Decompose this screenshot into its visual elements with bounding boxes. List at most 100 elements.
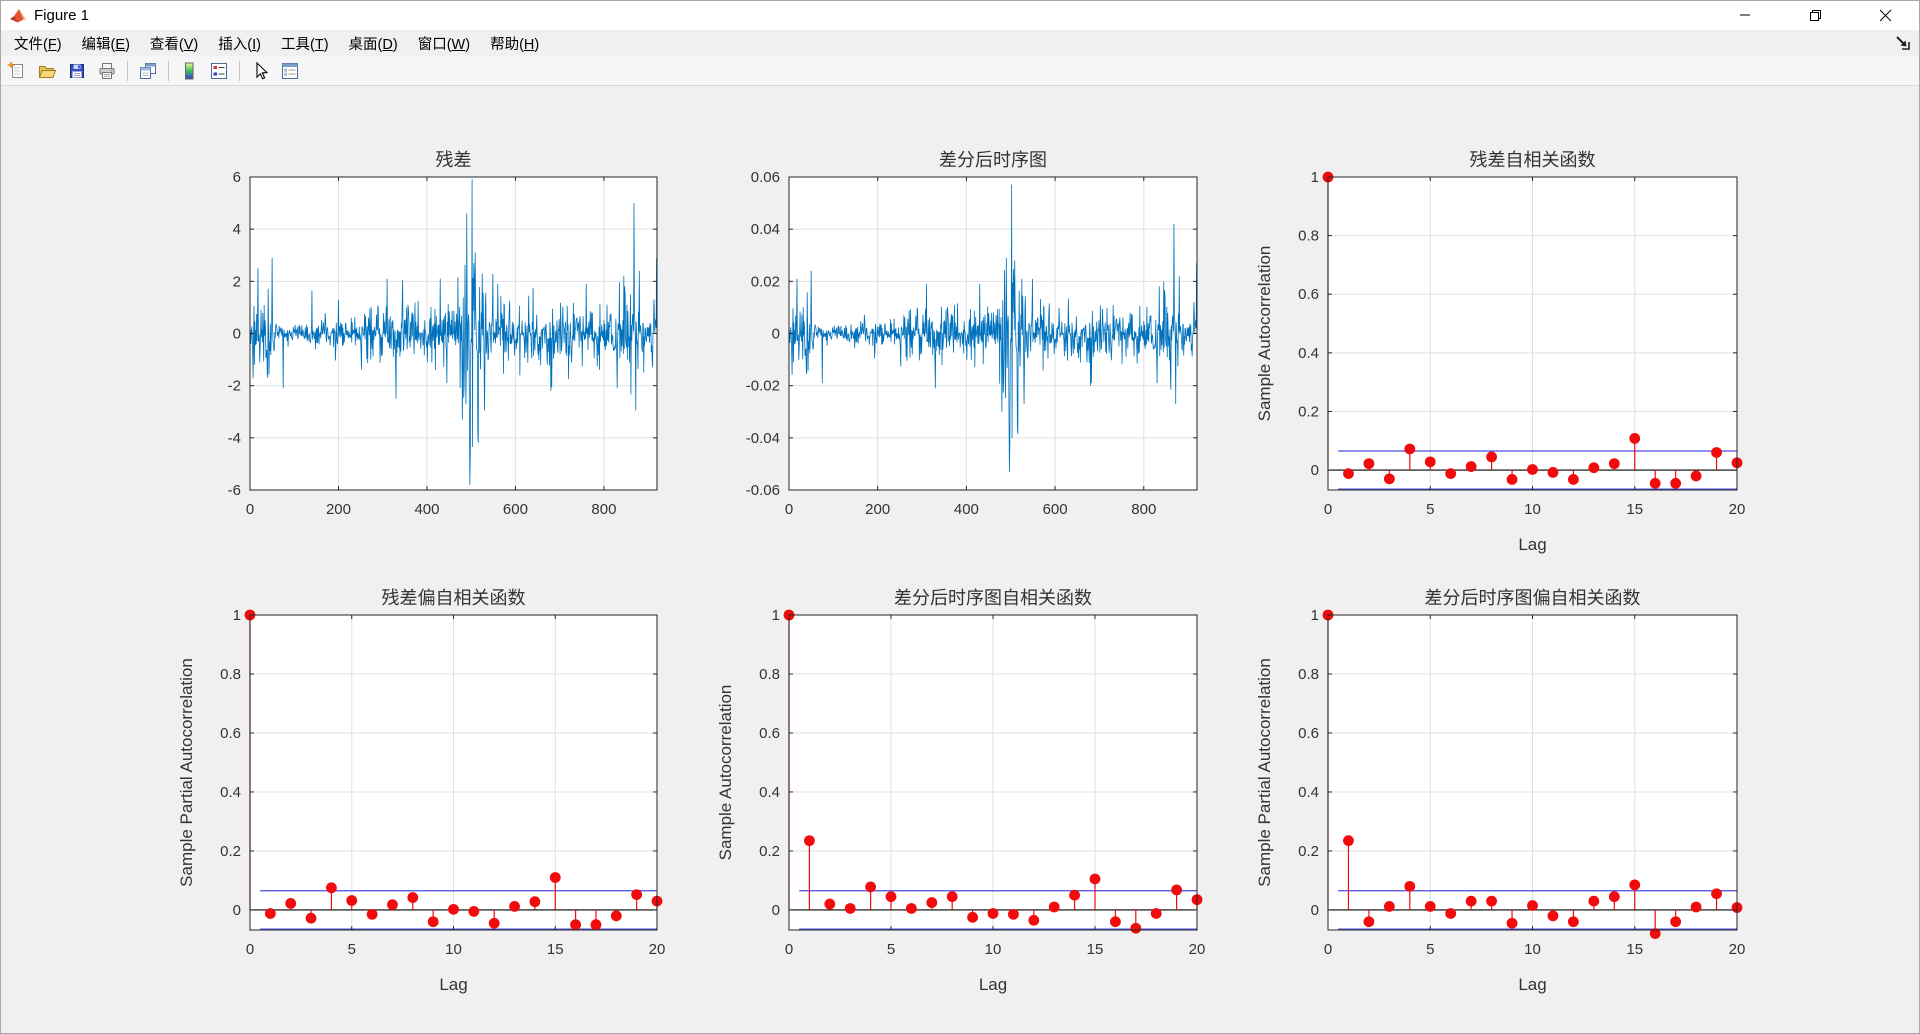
svg-text:-0.06: -0.06 xyxy=(746,482,780,499)
save-figure-icon xyxy=(70,63,84,78)
new-figure-button[interactable] xyxy=(3,57,31,85)
title-bar: Figure 1 xyxy=(0,0,1920,30)
svg-text:0: 0 xyxy=(233,326,241,343)
svg-text:0.8: 0.8 xyxy=(759,666,780,683)
svg-text:0: 0 xyxy=(785,501,793,518)
svg-text:0.4: 0.4 xyxy=(1298,345,1319,362)
svg-text:600: 600 xyxy=(503,501,528,518)
svg-text:残差偏自相关函数: 残差偏自相关函数 xyxy=(382,588,526,609)
edit-plot-button[interactable] xyxy=(246,57,274,85)
property-inspector-icon xyxy=(282,62,298,79)
chart-residual-pacf: 0 5 10 15 20 0 0.2 0.4 0.6 0.8 1 残差偏自相关函数 Lag Sample … xyxy=(177,588,665,994)
menu-item-D[interactable]: 桌面(D) xyxy=(348,36,398,53)
svg-text:0.2: 0.2 xyxy=(220,843,241,860)
insert-colorbar-button[interactable] xyxy=(175,57,203,85)
property-inspector-button[interactable] xyxy=(276,57,304,85)
svg-text:残差自相关函数: 残差自相关函数 xyxy=(1470,150,1596,171)
svg-text:10: 10 xyxy=(1524,941,1541,958)
print-figure-button[interactable] xyxy=(93,57,121,85)
svg-text:0.4: 0.4 xyxy=(759,784,780,801)
svg-text:Sample Partial Autocorrelation: Sample Partial Autocorrelation xyxy=(177,658,196,887)
menu-item-I[interactable]: 插入(I) xyxy=(218,36,261,53)
print-preview-button[interactable] xyxy=(134,57,162,85)
svg-text:1: 1 xyxy=(1311,607,1319,624)
insert-legend-icon xyxy=(211,62,227,79)
close-button[interactable] xyxy=(1850,0,1920,30)
menu-item-H[interactable]: 帮助(H) xyxy=(490,36,540,53)
svg-text:0.6: 0.6 xyxy=(220,725,241,742)
menu-item-W[interactable]: 窗口(W) xyxy=(417,36,471,53)
open-file-icon xyxy=(38,65,57,78)
svg-text:20: 20 xyxy=(1729,941,1746,958)
svg-text:0: 0 xyxy=(233,902,241,919)
svg-text:0: 0 xyxy=(1324,941,1332,958)
svg-text:15: 15 xyxy=(547,941,564,958)
svg-text:Sample Autocorrelation: Sample Autocorrelation xyxy=(1255,246,1274,422)
svg-text:0.6: 0.6 xyxy=(759,725,780,742)
svg-text:1: 1 xyxy=(772,607,780,624)
svg-text:Lag: Lag xyxy=(1518,975,1546,994)
svg-text:0.2: 0.2 xyxy=(1298,843,1319,860)
menu-item-E[interactable]: 编辑(E) xyxy=(81,36,130,53)
print-preview-icon xyxy=(140,62,156,79)
svg-text:15: 15 xyxy=(1626,501,1643,518)
toolbar-separator xyxy=(239,60,240,81)
save-figure-button[interactable] xyxy=(63,57,91,85)
svg-text:0: 0 xyxy=(246,501,254,518)
window-controls xyxy=(1710,0,1920,30)
toolbar-separator xyxy=(127,60,128,81)
svg-text:800: 800 xyxy=(591,501,616,518)
svg-text:5: 5 xyxy=(1426,941,1434,958)
svg-text:差分后时序图自相关函数: 差分后时序图自相关函数 xyxy=(894,588,1092,609)
menu-item-T[interactable]: 工具(T) xyxy=(280,36,329,53)
svg-text:400: 400 xyxy=(414,501,439,518)
svg-text:0: 0 xyxy=(246,941,254,958)
toolbar-separator xyxy=(168,60,169,81)
svg-text:0: 0 xyxy=(772,902,780,919)
svg-text:Lag: Lag xyxy=(979,975,1007,994)
svg-text:0.8: 0.8 xyxy=(1298,666,1319,683)
svg-text:0.06: 0.06 xyxy=(751,169,780,186)
svg-text:0.2: 0.2 xyxy=(1298,403,1319,420)
svg-text:Lag: Lag xyxy=(439,975,467,994)
svg-text:1: 1 xyxy=(233,607,241,624)
svg-text:0.8: 0.8 xyxy=(220,666,241,683)
svg-text:4: 4 xyxy=(233,221,241,238)
svg-text:-4: -4 xyxy=(228,430,241,447)
restore-button[interactable] xyxy=(1780,0,1850,30)
new-figure-icon xyxy=(7,60,23,78)
svg-text:-6: -6 xyxy=(228,482,241,499)
minimize-button[interactable] xyxy=(1710,0,1780,30)
minimize-icon xyxy=(1740,14,1750,16)
insert-legend-button[interactable] xyxy=(205,57,233,85)
restore-icon xyxy=(1809,9,1821,21)
chart-differenced-pacf: 0 5 10 15 20 0 0.2 0.4 0.6 0.8 1 差分后时序图偏自相关函数 Lag Sam… xyxy=(1255,588,1746,994)
dock-figure-icon[interactable] xyxy=(1894,34,1912,52)
svg-text:0: 0 xyxy=(1311,462,1319,479)
svg-text:差分后时序图: 差分后时序图 xyxy=(939,150,1047,171)
matlab-logo-icon xyxy=(10,9,26,23)
menu-item-V[interactable]: 查看(V) xyxy=(149,36,199,53)
svg-text:0: 0 xyxy=(1324,501,1332,518)
svg-text:0.4: 0.4 xyxy=(1298,784,1319,801)
svg-text:0.8: 0.8 xyxy=(1298,228,1319,245)
menu-item-F[interactable]: 文件(F) xyxy=(14,36,62,53)
svg-text:差分后时序图偏自相关函数: 差分后时序图偏自相关函数 xyxy=(1425,588,1641,609)
svg-text:残差: 残差 xyxy=(436,150,472,171)
svg-text:6: 6 xyxy=(233,169,241,186)
svg-text:0.04: 0.04 xyxy=(751,221,780,238)
svg-text:0: 0 xyxy=(1311,902,1319,919)
svg-text:15: 15 xyxy=(1087,941,1104,958)
open-file-button[interactable] xyxy=(33,57,61,85)
svg-text:0.6: 0.6 xyxy=(1298,725,1319,742)
svg-text:5: 5 xyxy=(348,941,356,958)
edit-plot-icon xyxy=(256,61,269,80)
svg-text:5: 5 xyxy=(887,941,895,958)
svg-text:10: 10 xyxy=(1524,501,1541,518)
svg-text:400: 400 xyxy=(954,501,979,518)
svg-text:0.2: 0.2 xyxy=(759,843,780,860)
svg-text:200: 200 xyxy=(326,501,351,518)
svg-text:Sample Partial Autocorrelation: Sample Partial Autocorrelation xyxy=(1255,658,1274,887)
figure-toolbar xyxy=(0,56,1920,86)
svg-text:200: 200 xyxy=(865,501,890,518)
